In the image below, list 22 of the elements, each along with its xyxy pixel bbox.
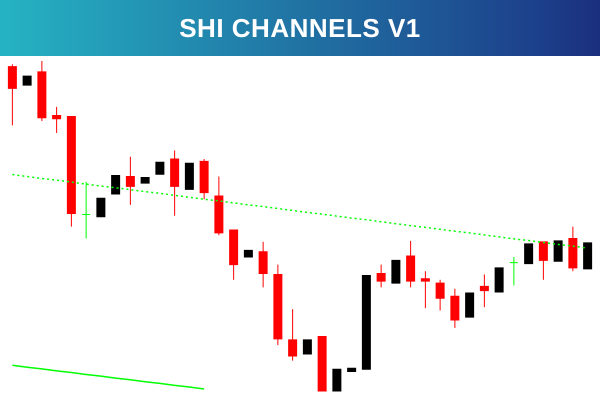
candlestick [391,260,400,284]
candlestick [52,106,62,134]
candlestick [480,274,489,308]
candlestick [332,368,342,392]
candlestick [8,64,17,126]
candlestick [302,339,312,355]
candlestick [376,264,386,288]
candlestick [554,240,563,262]
candlestick [111,175,120,194]
candlestick [420,270,430,309]
candlestick [258,241,268,288]
candlestick [82,181,91,240]
candlestick [288,308,298,362]
candlestick [524,243,534,264]
candlestick [155,162,164,175]
candlestick [538,241,548,280]
candlestick [126,156,135,206]
candlestick [450,288,460,328]
chart-title: SHI CHANNELS V1 [0,0,600,56]
candlestick [96,198,106,218]
candlestick [509,256,518,286]
candlestick [436,279,445,311]
